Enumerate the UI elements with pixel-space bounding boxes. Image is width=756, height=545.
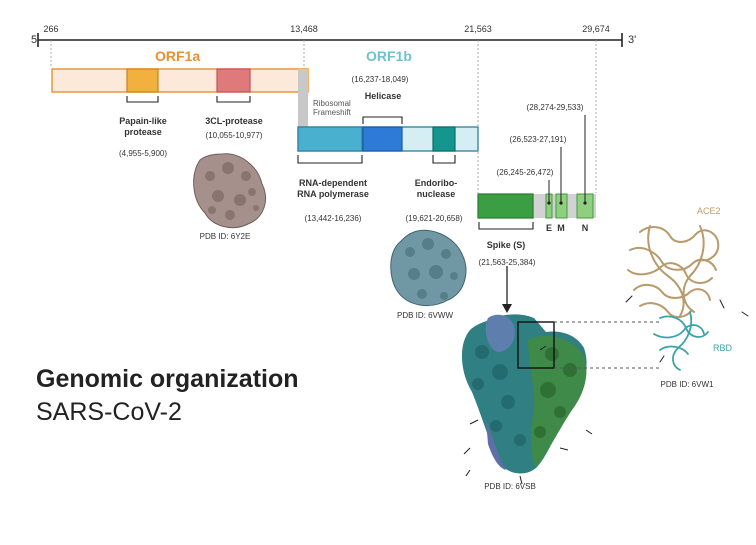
endo-protein-structure <box>390 229 467 307</box>
rdrp-label: RNA-dependent RNA polymerase <box>297 178 369 200</box>
3cl-protein-structure <box>193 153 266 228</box>
tick-label-13468: 13,468 <box>290 24 318 34</box>
brackets <box>126 96 534 230</box>
papain-range: (4,955-5,900) <box>118 149 168 158</box>
papain-label-line2: protease <box>124 127 162 137</box>
ribosomal-line2: Frameshift <box>313 108 351 117</box>
tick-label-29674: 29,674 <box>582 24 610 34</box>
rdrp-label-line2: RNA polymerase <box>297 189 369 199</box>
pdb-6y2e: PDB ID: 6Y2E <box>199 232 251 241</box>
helicase-range: (16,237-18,049) <box>351 75 409 84</box>
orf1a-label: ORF1a <box>155 48 201 64</box>
e-label: E <box>545 223 553 233</box>
pdb-6vw1: PDB ID: 6VW1 <box>660 380 714 389</box>
ribosomal-line1: Ribosomal <box>313 99 351 108</box>
ribosomal-frameshift-label: Ribosomal Frameshift <box>313 99 351 117</box>
spike-arrow-head <box>502 304 512 313</box>
endo-label: Endoribo- nuclease <box>415 178 458 200</box>
frameshift-region <box>298 69 308 151</box>
papain-domain <box>126 68 159 93</box>
helicase-label: Helicase <box>364 91 402 101</box>
emn-pointers <box>548 115 586 203</box>
orf1a-bar <box>51 68 309 93</box>
endo-domain <box>432 126 456 152</box>
page-subtitle: SARS-CoV-2 <box>36 398 182 426</box>
n-label: N <box>581 223 589 233</box>
ace2-label: ACE2 <box>697 206 721 216</box>
papain-label: Papain-like protease <box>119 116 167 138</box>
tick-label-21563: 21,563 <box>464 24 492 34</box>
spike-protein-structure <box>461 314 593 485</box>
spike-domain <box>477 193 534 219</box>
3cl-range: (10,055-10,977) <box>205 131 263 140</box>
pdb-6vsb: PDB ID: 6VSB <box>484 482 536 491</box>
n-range: (28,274-29,533) <box>526 103 584 112</box>
page-title: Genomic organization <box>36 365 299 393</box>
e-range: (26,245-26,472) <box>496 168 554 177</box>
endo-range: (19,621-20,658) <box>405 214 463 223</box>
rbd-zoom-box <box>517 321 555 369</box>
five-prime-label: 5' <box>31 34 40 46</box>
spike-range: (21,563-25,384) <box>478 258 536 267</box>
3cl-label: 3CL-protease <box>205 116 263 126</box>
endo-label-line1: Endoribo- <box>414 178 458 188</box>
helicase-domain <box>362 126 403 152</box>
rdrp-range: (13,442-16,236) <box>304 214 362 223</box>
m-dot <box>559 201 563 205</box>
3cl-domain <box>216 68 251 93</box>
rdrp-domain <box>297 126 363 152</box>
tick-label-266: 266 <box>43 24 59 34</box>
spike-label: Spike (S) <box>486 240 526 250</box>
m-range: (26,523-27,191) <box>509 135 567 144</box>
papain-label-line1: Papain-like <box>119 116 167 126</box>
ace2-structure <box>625 225 749 371</box>
endo-label-line2: nuclease <box>416 189 456 199</box>
m-label: M <box>557 223 565 233</box>
pdb-6vww: PDB ID: 6VWW <box>396 311 454 320</box>
n-dot <box>583 201 587 205</box>
e-dot <box>547 201 551 205</box>
orf1b-label: ORF1b <box>366 48 412 64</box>
rbd-label: RBD <box>713 343 733 353</box>
rdrp-label-line1: RNA-dependent <box>298 178 367 188</box>
three-prime-label: 3' <box>628 34 637 46</box>
